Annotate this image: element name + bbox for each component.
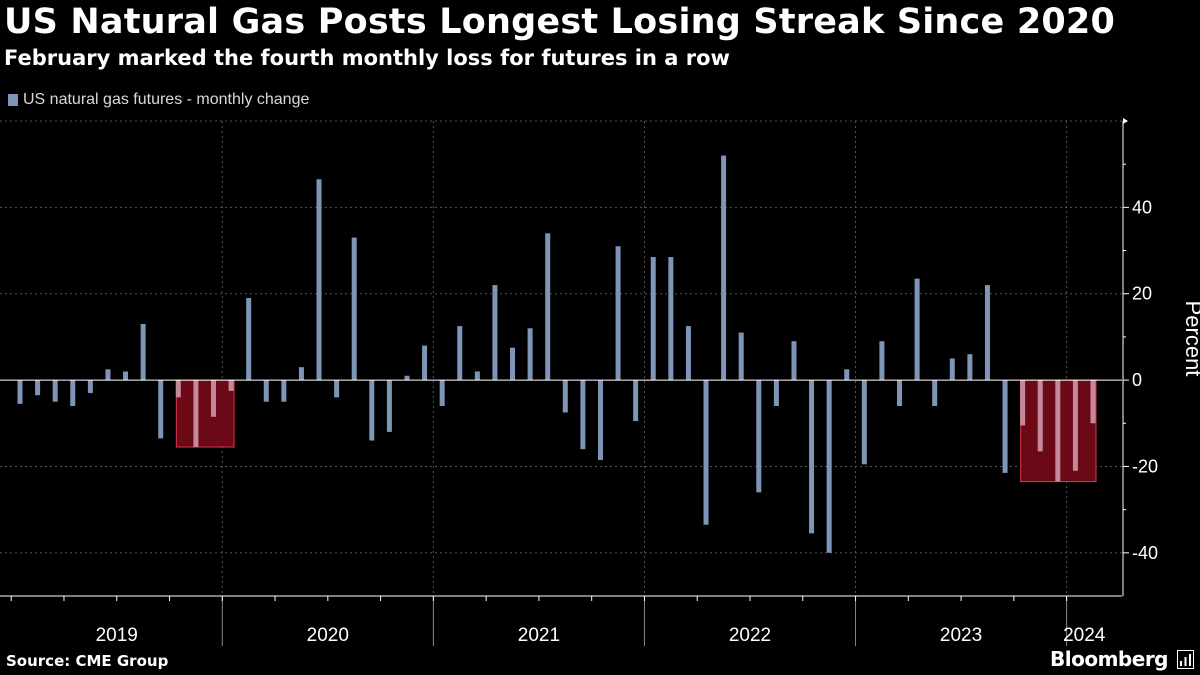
- bar: [439, 380, 445, 406]
- bar: [773, 380, 779, 406]
- bar: [615, 246, 621, 381]
- chart-subtitle: February marked the fourth monthly loss …: [4, 46, 730, 70]
- bar: [228, 380, 234, 391]
- bloomberg-logo: Bloomberg: [1050, 647, 1168, 671]
- bar: [545, 233, 551, 381]
- bar: [457, 326, 463, 381]
- bloomberg-terminal-icon: [1177, 650, 1194, 669]
- bar: [633, 380, 639, 422]
- bar: [597, 380, 603, 460]
- y-tick-label: 20: [1132, 284, 1152, 304]
- bar: [703, 380, 709, 525]
- chart-title: US Natural Gas Posts Longest Losing Stre…: [4, 2, 1116, 42]
- bar: [140, 323, 146, 381]
- bar: [263, 380, 269, 402]
- bar: [351, 237, 357, 381]
- legend: US natural gas futures - monthly change: [8, 91, 309, 109]
- bar: [298, 367, 304, 381]
- bar: [932, 380, 938, 406]
- bar: [984, 285, 990, 381]
- y-tick-label: -40: [1132, 543, 1158, 563]
- bar: [210, 380, 216, 417]
- bar: [17, 380, 23, 404]
- bar: [369, 380, 375, 441]
- bar: [791, 341, 797, 381]
- bar: [844, 369, 850, 381]
- bar: [650, 257, 656, 381]
- y-tick-label: -20: [1132, 456, 1158, 476]
- x-tick-label: 2019: [96, 625, 138, 646]
- bar: [246, 298, 252, 381]
- y-tick-label: 40: [1132, 197, 1152, 217]
- bar: [474, 371, 480, 381]
- bar: [105, 369, 111, 381]
- legend-swatch: [8, 94, 18, 106]
- x-tick-label: 2021: [518, 625, 560, 646]
- y-axis-arrow: [1123, 118, 1128, 124]
- bar: [1090, 380, 1096, 424]
- bar: [334, 380, 340, 398]
- bar: [897, 380, 903, 406]
- x-tick-label: 2022: [729, 625, 771, 646]
- bar: [422, 345, 428, 381]
- legend-label: US natural gas futures - monthly change: [23, 91, 310, 108]
- bar: [52, 380, 58, 402]
- bar: [949, 358, 955, 381]
- bar: [809, 380, 815, 534]
- bar: [826, 380, 832, 553]
- bar: [87, 380, 93, 394]
- x-tick-label: 2023: [940, 625, 982, 646]
- y-axis-title: Percent: [1181, 301, 1200, 377]
- bar: [316, 179, 322, 381]
- bar: [193, 380, 199, 448]
- bar: [35, 380, 41, 396]
- bar: [1020, 380, 1026, 426]
- bar: [1037, 380, 1043, 452]
- bar: [685, 326, 691, 381]
- bar: [70, 380, 76, 406]
- bar: [1072, 380, 1078, 471]
- bar: [510, 347, 516, 381]
- bar: [721, 155, 727, 381]
- bar: [580, 380, 586, 450]
- bar: [492, 285, 498, 381]
- bar: [914, 278, 920, 381]
- bar: [158, 380, 164, 439]
- x-tick-label: 2020: [307, 625, 349, 646]
- bar: [386, 380, 392, 432]
- source-note: Source: CME Group: [6, 652, 169, 670]
- bar: [404, 375, 410, 381]
- bar: [967, 354, 973, 381]
- bar: [123, 371, 129, 381]
- highlight-box: [175, 379, 235, 448]
- bar: [527, 328, 533, 381]
- bar: [668, 257, 674, 381]
- bar: [175, 380, 181, 398]
- bar: [1002, 380, 1008, 473]
- bar: [562, 380, 568, 413]
- y-tick-label: 0: [1132, 370, 1142, 390]
- bar: [756, 380, 762, 493]
- bar: [879, 341, 885, 381]
- bar: [1055, 380, 1061, 482]
- bar: [281, 380, 287, 402]
- x-tick-label: 2024: [1063, 625, 1106, 646]
- bar: [738, 332, 744, 381]
- bar: [861, 380, 867, 465]
